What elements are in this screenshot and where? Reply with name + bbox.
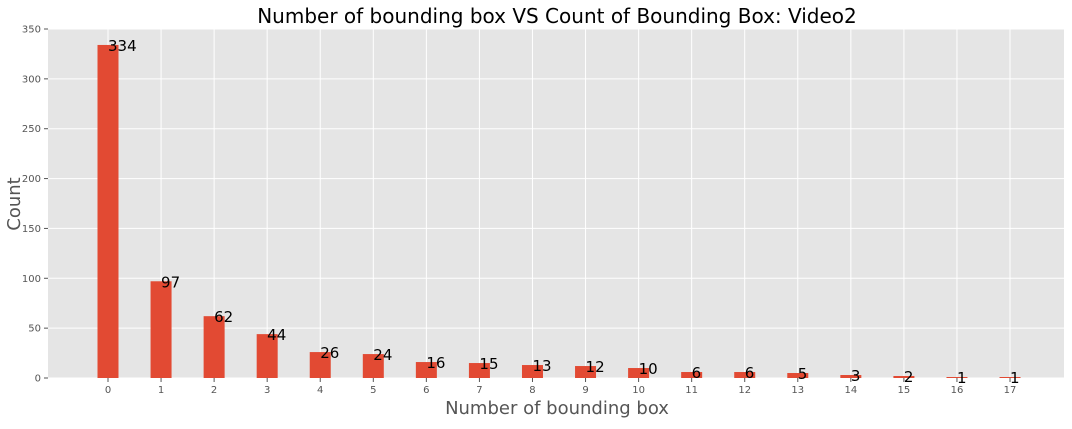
bar-data-label: 6 [745, 364, 755, 382]
x-tick-label: 3 [264, 385, 270, 396]
grid [48, 28, 1064, 379]
x-tick-label: 6 [423, 385, 429, 396]
y-tick-label: 350 [22, 25, 41, 36]
bar-data-label: 26 [320, 344, 339, 362]
bar [787, 373, 809, 378]
bar [681, 372, 703, 378]
y-tick-label: 0 [35, 374, 41, 385]
x-tick-label: 12 [738, 385, 751, 396]
bar [575, 366, 597, 378]
bar [309, 352, 331, 378]
bar-data-label: 12 [586, 358, 605, 376]
bar-data-label: 5 [798, 365, 808, 383]
x-tick-label: 10 [632, 385, 645, 396]
x-tick-label: 7 [476, 385, 482, 396]
bar-data-label: 24 [373, 346, 392, 364]
x-tick-label: 5 [370, 385, 376, 396]
bar [256, 334, 278, 378]
bar [734, 372, 756, 378]
bar-data-label: 1 [1010, 369, 1020, 387]
bar-data-label: 13 [532, 357, 551, 375]
data-labels: 334 97 62 44 26 24 16 15 13 12 10 6 6 5 3 2 1 1 [108, 37, 1020, 387]
x-tick-label: 0 [105, 385, 111, 396]
bar [999, 377, 1021, 378]
bar [628, 368, 650, 378]
x-tick-label: 16 [951, 385, 964, 396]
x-axis-ticks: 0 1 2 3 4 5 6 7 8 9 10 11 12 13 14 15 16 17 [105, 378, 1017, 396]
bar-data-label: 44 [267, 326, 286, 344]
chart-title: Number of bounding box VS Count of Bound… [257, 4, 857, 28]
bar-data-label: 334 [108, 37, 137, 55]
bar [97, 44, 119, 378]
x-tick-label: 15 [898, 385, 911, 396]
y-tick-label: 150 [22, 224, 41, 235]
bar-data-label: 6 [692, 364, 702, 382]
bar [893, 376, 915, 378]
bars [97, 44, 1021, 378]
y-tick-label: 200 [22, 174, 41, 185]
bar-data-label: 2 [904, 368, 914, 386]
y-axis-label: Count [4, 177, 25, 230]
x-axis-label: Number of bounding box [445, 398, 669, 419]
bar [840, 375, 862, 378]
x-tick-label: 17 [1004, 385, 1017, 396]
x-tick-label: 14 [844, 385, 857, 396]
bar [362, 354, 384, 378]
y-axis-ticks: 0 50 100 150 200 250 300 350 [22, 25, 48, 385]
bar-data-label: 62 [214, 308, 233, 326]
bar [415, 362, 437, 378]
bar-data-label: 97 [161, 273, 180, 291]
x-tick-label: 2 [211, 385, 217, 396]
x-tick-label: 4 [317, 385, 323, 396]
bar [521, 365, 543, 378]
bar-data-label: 10 [639, 360, 658, 378]
x-tick-label: 8 [529, 385, 535, 396]
y-tick-label: 300 [22, 74, 41, 85]
y-tick-label: 100 [22, 274, 41, 285]
bar-data-label: 16 [426, 354, 445, 372]
plot-area [48, 29, 1064, 378]
bar [150, 281, 172, 378]
x-tick-label: 1 [158, 385, 164, 396]
x-tick-label: 9 [582, 385, 588, 396]
x-tick-label: 11 [685, 385, 698, 396]
bar [203, 316, 225, 378]
bar-data-label: 15 [479, 355, 498, 373]
bar [946, 377, 968, 378]
y-tick-label: 50 [28, 324, 41, 335]
bar-data-label: 3 [851, 367, 861, 385]
y-tick-label: 250 [22, 124, 41, 135]
x-tick-label: 13 [791, 385, 804, 396]
bar [468, 363, 490, 378]
bar-data-label: 1 [957, 369, 967, 387]
